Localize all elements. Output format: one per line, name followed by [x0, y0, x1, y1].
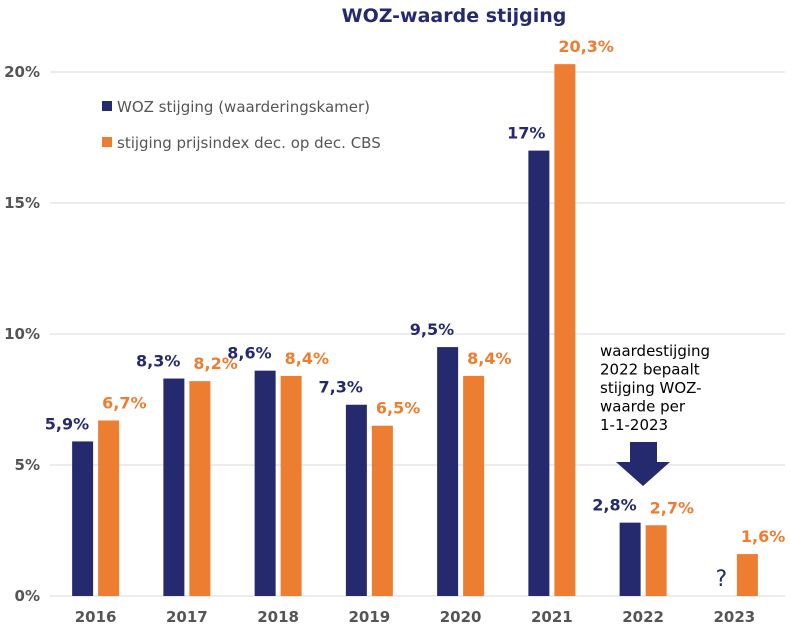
y-tick-label: 10% — [4, 325, 40, 343]
x-tick-label: 2020 — [440, 608, 482, 626]
data-label: 9,5% — [410, 320, 454, 339]
legend: WOZ stijging (waarderingskamer) stijging … — [102, 98, 381, 152]
x-tick-label: 2018 — [257, 608, 299, 626]
data-label: 17% — [507, 124, 545, 143]
data-label: 8,6% — [227, 344, 271, 363]
arrow-down-icon — [616, 442, 670, 486]
y-tick-label: 0% — [15, 587, 40, 605]
bar — [619, 522, 641, 596]
data-label: 2,8% — [592, 496, 636, 515]
data-label: 2,7% — [650, 498, 694, 517]
y-tick-label: 5% — [15, 456, 40, 474]
legend-label: stijging prijsindex dec. op dec. CBS — [117, 134, 381, 152]
bar — [645, 525, 667, 596]
data-label: 8,4% — [467, 349, 511, 368]
bar — [98, 420, 120, 596]
x-tick-label: 2021 — [531, 608, 573, 626]
x-tick-label: 2022 — [622, 608, 664, 626]
y-tick-label: 15% — [4, 194, 40, 212]
x-axis: 2016 2017 2018 2019 2020 2021 2022 2023 — [75, 608, 756, 626]
annotation-text: stijging WOZ- — [600, 379, 702, 397]
x-tick-label: 2017 — [166, 608, 208, 626]
data-label: 8,2% — [193, 354, 237, 373]
bars — [72, 64, 758, 596]
bar — [528, 150, 550, 596]
y-axis: 0% 5% 10% 15% 20% — [4, 63, 40, 605]
chart-title: WOZ-waarde stijging — [342, 5, 567, 27]
annotation-text: 2022 bepaalt — [600, 361, 700, 379]
data-label: 8,3% — [136, 352, 180, 371]
bar — [189, 381, 211, 596]
bar — [463, 375, 485, 596]
data-label: 8,4% — [285, 349, 329, 368]
x-tick-label: 2016 — [75, 608, 117, 626]
bar — [163, 378, 185, 596]
bar — [437, 347, 459, 596]
bar — [736, 554, 758, 596]
legend-swatch — [102, 101, 112, 111]
y-tick-label: 20% — [4, 63, 40, 81]
x-tick-label: 2023 — [714, 608, 756, 626]
data-label: 7,3% — [319, 378, 363, 397]
annotation-text: waarde per — [600, 398, 686, 416]
bar — [254, 370, 276, 596]
data-label: 1,6% — [741, 527, 785, 546]
legend-swatch — [102, 137, 112, 147]
bar — [371, 425, 393, 596]
bar — [345, 404, 367, 596]
bar — [72, 441, 94, 596]
bar — [554, 64, 576, 596]
legend-label: WOZ stijging (waarderingskamer) — [117, 98, 370, 116]
data-label: 20,3% — [558, 37, 614, 56]
data-label: 5,9% — [45, 414, 89, 433]
bar — [280, 375, 302, 596]
data-label: 6,5% — [376, 399, 420, 418]
annotation-text: waardestijging — [600, 342, 710, 360]
data-labels: 5,9% 6,7% 8,3% 8,2%8,6% 8,4% 7,3% 6,5% 9,5% 8,4%… — [45, 37, 786, 546]
annotation-text: 1-1-2023 — [600, 416, 668, 434]
data-label: 6,7% — [102, 393, 146, 412]
unknown-value-marker: ? — [716, 567, 728, 592]
x-tick-label: 2019 — [349, 608, 391, 626]
